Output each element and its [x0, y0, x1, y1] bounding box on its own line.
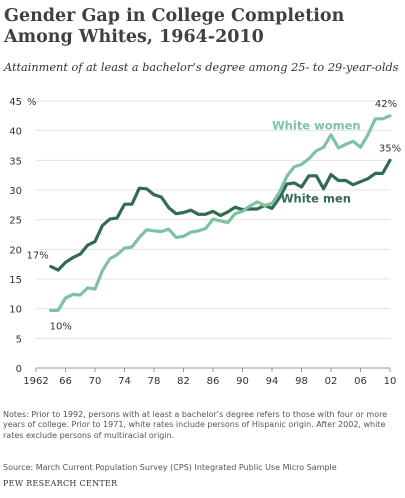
series-label-white-women: White women	[272, 118, 361, 132]
x-tick-label: 98	[295, 376, 308, 387]
start-label-white-men: 17%	[27, 251, 49, 262]
x-tick-label: 90	[236, 376, 249, 387]
gridlines	[36, 100, 390, 369]
y-tick-label: 40	[9, 127, 22, 138]
y-tick-label: 45	[9, 97, 22, 108]
chart-notes: Notes: Prior to 1992, persons with at le…	[3, 410, 388, 440]
chart-source: Source: March Current Population Survey …	[3, 463, 337, 472]
x-axis: 1962 66 70 74 78 82 86 90 94 98 02 06 10	[23, 368, 396, 387]
x-tick-label: 1962	[23, 376, 48, 387]
end-label-white-men: 35%	[379, 143, 401, 154]
y-tick-label: 5	[16, 334, 22, 345]
x-tick-label: 82	[177, 376, 190, 387]
x-tick-label: 74	[118, 376, 131, 387]
x-tick-label: 66	[59, 376, 72, 387]
x-tick-label: 70	[89, 376, 102, 387]
x-tick-label: 02	[325, 376, 338, 387]
y-tick-label: 30	[9, 186, 22, 197]
series-line-white-women	[49, 114, 392, 312]
series-label-white-men: White men	[281, 191, 351, 205]
credit-line: PEW RESEARCH CENTER	[3, 479, 118, 488]
x-tick-label: 10	[384, 376, 397, 387]
y-unit-label: %	[27, 97, 37, 108]
x-tick-label: 86	[207, 376, 220, 387]
y-tick-label: 25	[9, 216, 22, 227]
y-tick-label: 0	[16, 364, 22, 375]
y-tick-label: 15	[9, 275, 22, 286]
series-lines	[49, 114, 392, 312]
series-line-white-men	[49, 158, 392, 272]
x-tick-label: 78	[148, 376, 161, 387]
y-tick-label: 35	[9, 156, 22, 167]
end-label-white-women: 42%	[375, 99, 397, 110]
chart-subtitle: Attainment of at least a bachelor’s degr…	[4, 61, 399, 74]
y-tick-label: 20	[9, 245, 22, 256]
line-chart: 0 5 10 15 20 25 30 35 40 45% 1962 66 70 74 78 82 86 90 94…	[9, 97, 402, 387]
y-axis: 0 5 10 15 20 25 30 35 40 45%	[9, 97, 36, 375]
start-label-white-women: 10%	[50, 321, 72, 332]
x-tick-label: 94	[266, 376, 279, 387]
y-tick-label: 10	[9, 305, 22, 316]
data-labels: 17% 10% 35% 42% White women White men	[27, 99, 402, 333]
x-tick-label: 06	[354, 376, 367, 387]
chart-title: Gender Gap in College Completion Among W…	[4, 6, 345, 47]
